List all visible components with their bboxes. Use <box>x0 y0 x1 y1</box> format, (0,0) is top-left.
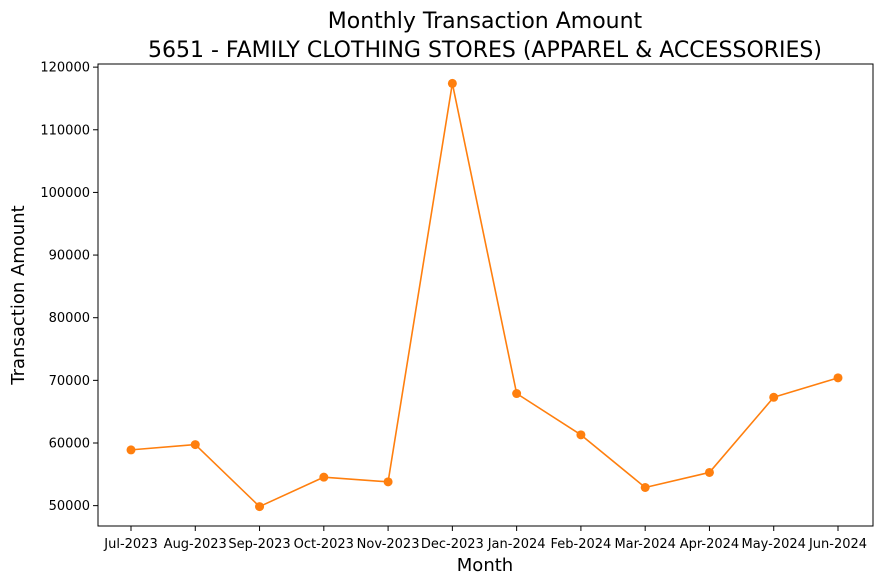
series-group <box>126 78 843 512</box>
y-axis-label: Transaction Amount <box>8 205 29 385</box>
data-point <box>319 472 329 482</box>
x-tick-label: Dec-2023 <box>421 537 484 552</box>
data-point <box>704 467 714 477</box>
y-tick-label: 100000 <box>40 186 90 201</box>
y-tick-label: 90000 <box>49 249 90 264</box>
series-line <box>130 82 839 508</box>
x-tick-label: Feb-2024 <box>551 537 612 552</box>
x-tick-label: Jun-2024 <box>808 537 867 552</box>
data-point <box>383 477 393 487</box>
x-axis-label: Month <box>457 555 513 576</box>
data-point <box>126 445 136 455</box>
data-point <box>576 430 586 440</box>
x-tick-label: Apr-2024 <box>680 537 739 552</box>
x-tick-label: Nov-2023 <box>357 537 420 552</box>
x-axis: Jul-2023 Aug-2023 Sep-2023 Oct-2023 Nov-2023… <box>103 526 867 552</box>
data-point <box>833 373 843 383</box>
x-tick-label: Jan-2024 <box>487 537 546 552</box>
y-tick-label: 80000 <box>49 311 90 326</box>
x-tick-label: Aug-2023 <box>164 537 227 552</box>
y-tick-label: 60000 <box>49 436 90 451</box>
y-tick-label: 70000 <box>49 374 90 389</box>
data-point <box>190 440 200 450</box>
chart-subtitle: 5651 - FAMILY CLOTHING STORES (APPAREL &… <box>148 38 822 63</box>
data-point <box>255 502 265 512</box>
x-tick-label: May-2024 <box>742 537 806 552</box>
data-point <box>640 482 650 492</box>
y-axis: 50000 60000 70000 80000 90000 100000 110000 120… <box>40 61 98 514</box>
plot-frame <box>97 63 874 527</box>
x-tick-label: Jul-2023 <box>103 537 157 552</box>
data-point <box>447 78 457 88</box>
chart-title: Monthly Transaction Amount <box>328 9 643 34</box>
data-point <box>769 392 779 402</box>
data-point <box>512 389 522 399</box>
x-tick-label: Sep-2023 <box>228 537 290 552</box>
y-tick-label: 120000 <box>40 61 90 76</box>
x-tick-label: Oct-2023 <box>294 537 354 552</box>
y-tick-label: 110000 <box>40 123 90 138</box>
y-tick-label: 50000 <box>49 499 90 514</box>
x-tick-label: Mar-2024 <box>614 537 675 552</box>
